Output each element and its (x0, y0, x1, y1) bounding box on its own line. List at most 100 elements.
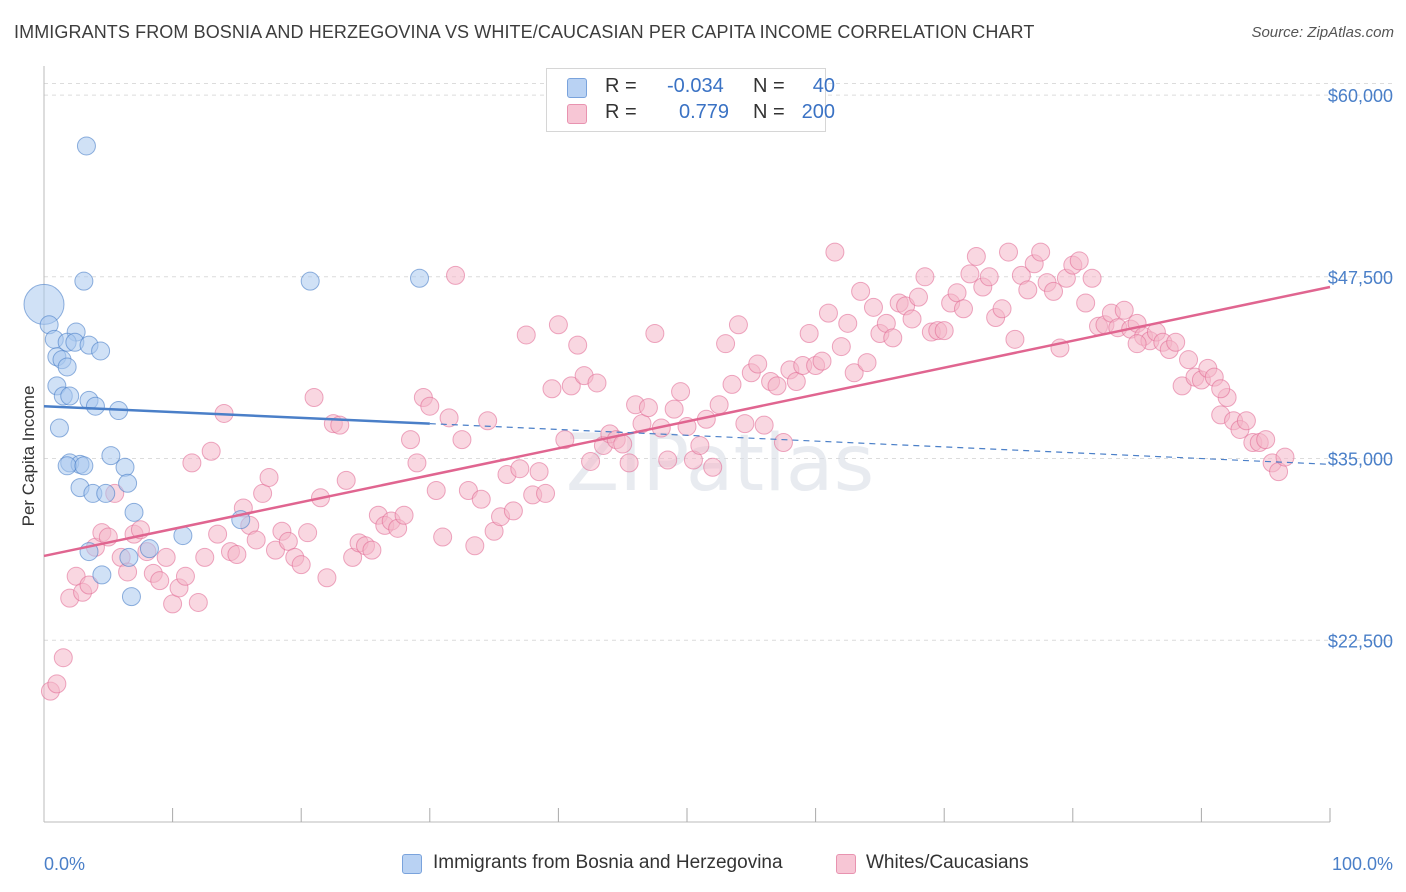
data-point-whites (992, 299, 1012, 319)
x-tick-label-start: 0.0% (44, 854, 85, 874)
data-point-bosnia (101, 446, 121, 466)
data-point-whites (259, 467, 279, 487)
data-point-whites (246, 530, 266, 550)
data-point-whites (587, 373, 607, 393)
legend-n-value: 40 (812, 75, 835, 97)
data-point-bosnia (119, 547, 139, 567)
data-point-bosnia (49, 418, 69, 438)
data-point-bosnia (57, 357, 77, 377)
trendline-bosnia-dashed (429, 423, 1331, 465)
data-point-whites (304, 387, 324, 407)
data-point-whites (658, 450, 678, 470)
data-point-whites (690, 435, 710, 455)
y-tick-label: $60,000 (1328, 86, 1393, 106)
trendlines (43, 285, 1331, 558)
data-point-whites (53, 648, 73, 668)
data-point-bosnia (74, 271, 94, 291)
data-point-whites (291, 555, 311, 575)
data-point-whites (1179, 350, 1199, 370)
legend-n-label: N = (753, 75, 785, 97)
data-point-whites (516, 325, 536, 345)
data-point-whites (568, 335, 588, 355)
legend-r-value: 0.779 (679, 101, 730, 123)
legend-swatch-pink (567, 104, 587, 124)
x-tick-labels: 0.0% 100.0% (44, 854, 1393, 874)
data-point-whites (1044, 281, 1064, 301)
data-point-bosnia (85, 396, 105, 416)
data-point-whites (709, 395, 729, 415)
data-point-whites (812, 351, 832, 371)
data-point-whites (953, 299, 973, 319)
data-point-whites (1211, 379, 1231, 399)
trendline-bosnia-solid (43, 404, 430, 425)
data-point-whites (857, 353, 877, 373)
data-point-whites (1166, 332, 1186, 352)
data-point-whites (201, 441, 221, 461)
data-point-whites (735, 414, 755, 434)
data-point-whites (645, 324, 665, 344)
data-point-whites (529, 462, 549, 482)
legend-n-label: N = (753, 101, 785, 123)
series-bosnia-points (23, 136, 430, 607)
y-tick-label: $22,500 (1328, 631, 1393, 651)
data-point-whites (728, 315, 748, 335)
data-point-whites (150, 571, 170, 591)
data-point-whites (1256, 430, 1276, 450)
data-point-whites (555, 430, 575, 450)
legend-n-value: 200 (801, 101, 835, 123)
data-point-whites (156, 547, 176, 567)
data-point-whites (902, 309, 922, 329)
data-point-whites (863, 297, 883, 317)
data-point-whites (979, 267, 999, 287)
data-point-whites (999, 242, 1018, 262)
data-point-whites (915, 267, 935, 287)
data-point-whites (851, 281, 871, 301)
data-point-whites (439, 408, 459, 428)
data-point-whites (433, 527, 453, 547)
data-point-whites (510, 459, 530, 479)
trendline-whites (43, 285, 1331, 558)
data-point-whites (844, 363, 864, 383)
data-point-whites (748, 354, 768, 374)
data-point-bosnia (139, 539, 159, 559)
data-point-bosnia (91, 341, 111, 361)
data-point-whites (934, 321, 954, 341)
data-point-bosnia (60, 386, 80, 406)
data-point-whites (478, 411, 498, 431)
y-tick-label: $47,500 (1328, 268, 1393, 288)
data-point-whites (883, 328, 903, 348)
data-point-whites (317, 568, 337, 588)
data-point-whites (716, 334, 736, 354)
data-point-whites (754, 415, 774, 435)
data-point-bosnia (76, 136, 96, 156)
data-point-whites (1005, 329, 1025, 349)
data-point-whites (831, 337, 851, 357)
data-point-whites (420, 396, 440, 416)
legend-r-label: R = (605, 101, 637, 123)
source-label: Source: ZipAtlas.com (1251, 24, 1394, 41)
data-point-whites (1127, 334, 1147, 354)
data-point-whites (227, 544, 247, 564)
data-point-whites (613, 434, 633, 454)
data-point-bosnia (115, 457, 135, 477)
data-point-whites (1275, 447, 1295, 467)
data-point-whites (452, 430, 472, 450)
data-point-whites (1076, 293, 1096, 313)
data-point-whites (799, 324, 819, 344)
data-point-whites (767, 376, 787, 396)
data-point-bosnia (92, 565, 112, 585)
data-point-whites (947, 283, 967, 303)
data-point-whites (536, 483, 556, 503)
chart-title: IMMIGRANTS FROM BOSNIA AND HERZEGOVINA V… (14, 22, 1035, 42)
data-point-whites (79, 575, 99, 595)
data-point-bosnia (410, 268, 430, 288)
data-point-whites (47, 674, 67, 694)
data-point-whites (619, 453, 639, 473)
data-point-whites (253, 483, 273, 503)
data-point-whites (561, 376, 581, 396)
y-tick-labels: $22,500 $35,000 $47,500 $60,000 (1328, 86, 1393, 651)
y-axis-title: Per Capita Income (19, 386, 38, 527)
data-point-whites (773, 433, 793, 453)
data-point-whites (818, 303, 838, 323)
